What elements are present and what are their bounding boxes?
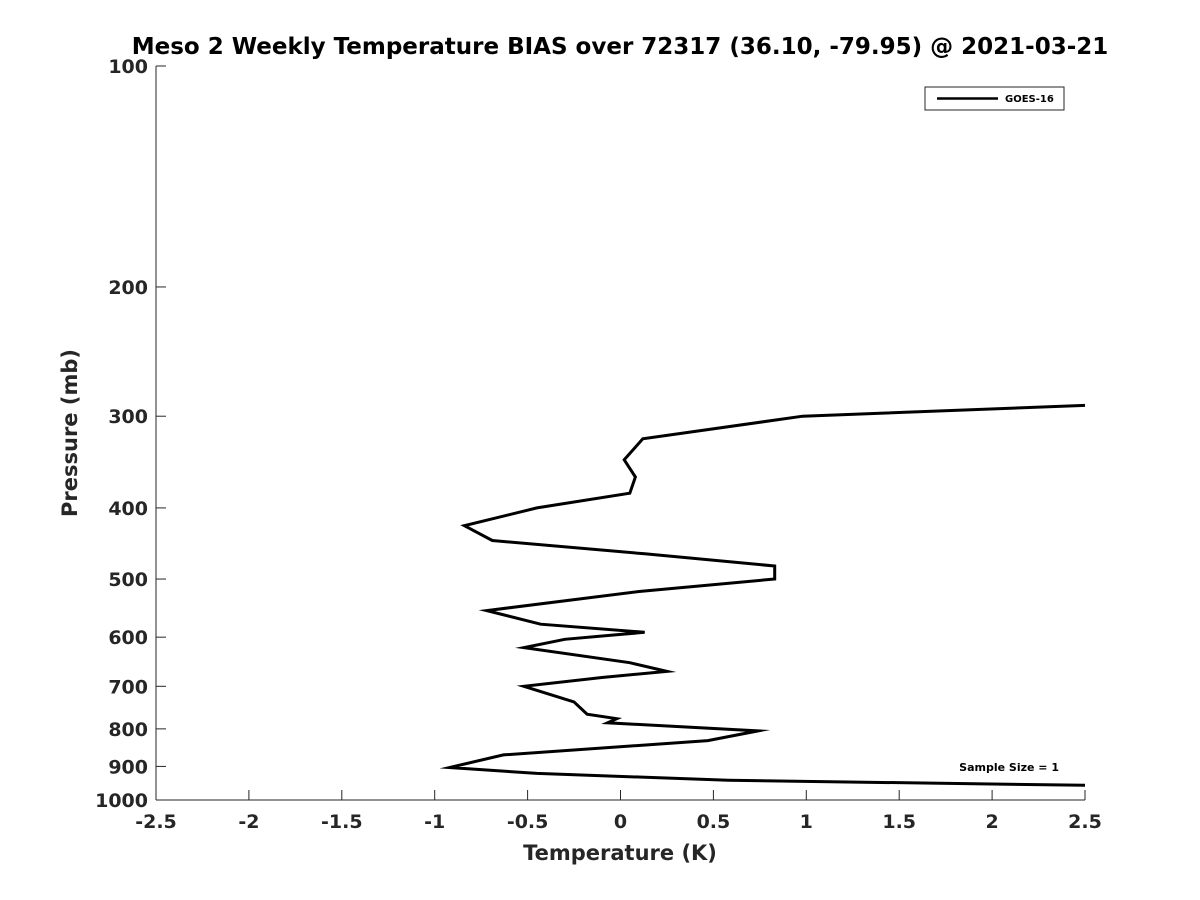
x-tick-label: 2.5 [1068,811,1102,833]
x-tick-label: 0.5 [697,811,731,833]
y-tick-label: 600 [108,627,148,649]
chart-title: Meso 2 Weekly Temperature BIAS over 7231… [132,34,1109,60]
x-tick-label: -1 [424,811,445,833]
x-tick-label: -2.5 [135,811,177,833]
legend-label: GOES-16 [1005,94,1054,105]
x-tick-label: 1 [800,811,813,833]
x-tick-label: -2 [238,811,259,833]
y-axis-label: Pressure (mb) [58,349,82,517]
y-tick-label: 200 [108,277,148,299]
data-series [439,403,1086,787]
y-tick-label: 300 [108,406,148,428]
x-tick-label: 1.5 [882,811,916,833]
sample-size-annotation: Sample Size = 1 [959,761,1059,774]
y-tick-label: 1000 [95,790,148,812]
x-tick-label: 0 [614,811,627,833]
y-tick-label: 900 [108,756,148,778]
y-axis-ticks: 100 200 300 400 500 600 700 800 900 1000 [95,56,166,812]
x-tick-label: -1.5 [321,811,363,833]
legend: GOES-16 [924,86,1065,111]
y-tick-label: 700 [108,676,148,698]
y-tick-label: 800 [108,719,148,741]
y-tick-label: 400 [108,498,148,520]
y-tick-label: 100 [108,56,148,78]
x-axis-ticks: -2.5 -2 -1.5 -1 -0.5 0 0.5 1 1.5 2 2.5 [135,790,1102,833]
x-tick-label: 2 [985,811,998,833]
y-tick-label: 500 [108,569,148,591]
x-tick-label: -0.5 [507,811,549,833]
series-line-goes-16 [439,403,1086,787]
x-axis-label: Temperature (K) [523,841,717,865]
